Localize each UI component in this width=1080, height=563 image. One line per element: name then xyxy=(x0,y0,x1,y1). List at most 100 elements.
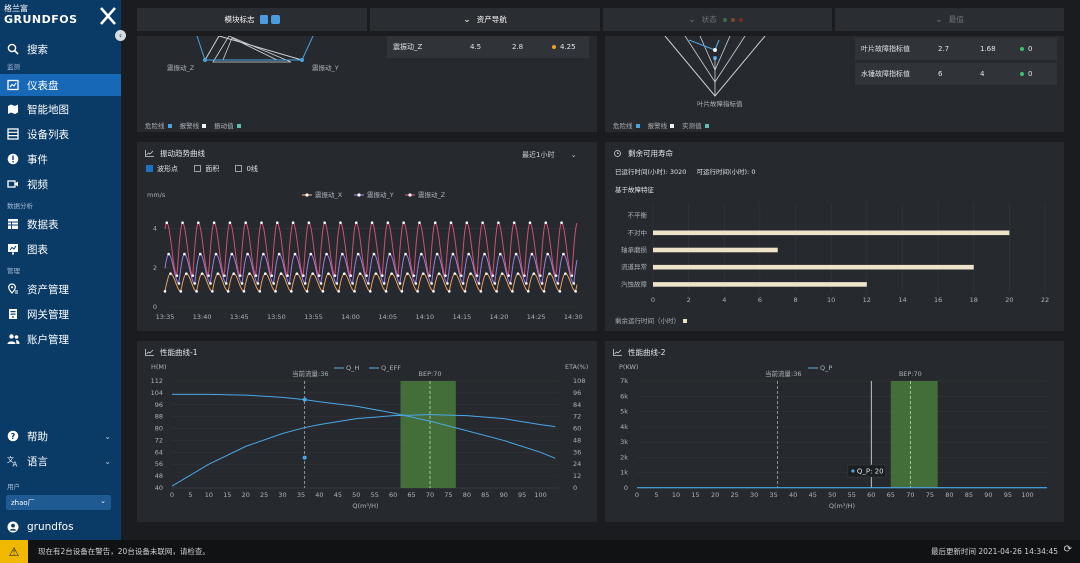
sidebar-item-smartmap[interactable]: 智能地图 xyxy=(0,98,121,120)
data-point xyxy=(449,221,453,225)
sidebar-item-label: 智能地图 xyxy=(27,103,69,116)
time-range-value: 最近1小时 xyxy=(522,151,555,159)
data-point xyxy=(354,221,358,225)
sidebar-item-devicelist[interactable]: 设备列表 xyxy=(0,123,121,145)
y-tick-label-left: 112 xyxy=(151,377,163,385)
x-tick-label: 13:35 xyxy=(156,313,175,321)
legend-swatch xyxy=(670,124,675,128)
sidebar-item-datatable[interactable]: 数据表 xyxy=(0,213,121,235)
sidebar-item-dashboard[interactable]: 仪表盘 xyxy=(0,74,121,96)
data-point xyxy=(163,290,167,293)
x-tick-label: 40 xyxy=(315,491,323,499)
y-tick-label-right: 12 xyxy=(573,472,581,480)
x-tick-label: 90 xyxy=(984,491,992,499)
runtime-info: 已运行时间(小时): 3020 可运行时间(小时): 0 xyxy=(615,166,755,176)
tab-label: 状态 xyxy=(701,15,717,24)
option-area[interactable]: 面积 xyxy=(194,165,219,173)
sidebar-item-label: 图表 xyxy=(27,243,48,256)
sidebar-item-label: 数据表 xyxy=(27,218,59,231)
data-point xyxy=(398,282,402,285)
y-tick-label-right: 108 xyxy=(573,377,585,385)
table-row: 水锤故障指标值 6 4 0 xyxy=(855,63,1057,85)
x-tick-label: 80 xyxy=(945,491,953,499)
data-point xyxy=(416,290,419,293)
x-tick-label: 65 xyxy=(887,491,895,499)
vibration-trend-chart: mm/s 震振动_X 震振动_Y 震振动_Z 0 2 4 13:35 13:40 13:45 13:… xyxy=(147,190,583,321)
chevron-down-icon: ⌄ xyxy=(100,497,106,505)
data-point xyxy=(546,252,549,256)
tab-extreme[interactable]: ⌄ 最值 xyxy=(835,8,1064,31)
table-row: 震振动_Z 4.5 2.8 4.25 xyxy=(387,36,589,58)
sidebar-item-events[interactable]: 事件 xyxy=(0,148,121,170)
radar-label: 叶片故障指标值 xyxy=(697,99,743,108)
data-point xyxy=(307,221,311,225)
data-point xyxy=(406,272,409,275)
data-point xyxy=(461,282,465,285)
x-tick-label: 15 xyxy=(223,491,231,499)
tab-asset-nav[interactable]: ⌄ 资产导航 xyxy=(370,8,600,31)
x-tick-label: 14:30 xyxy=(564,313,583,321)
panel-vibration-trend: 振动趋势曲线 最近1小时 ⌄ 波形点 面积 0线 mm/s 震振动_X 震振动_Y 震… xyxy=(137,142,597,331)
x-tick-label: 4 xyxy=(722,296,726,304)
refresh-icon[interactable]: ⟳ xyxy=(1063,544,1072,555)
sidebar-item-account-mgmt[interactable]: 账户管理 xyxy=(0,328,121,350)
data-point xyxy=(277,252,281,256)
radar-chart-left: 震振动_Z 震振动_Y xyxy=(167,36,339,72)
data-point xyxy=(317,274,321,277)
collapse-sidebar-button[interactable]: ‹ xyxy=(115,30,126,41)
sidebar-item-help[interactable]: ? 帮助 ⌄ xyxy=(0,425,121,447)
data-point xyxy=(179,290,183,293)
data-point xyxy=(254,274,258,277)
chevron-down-icon: ⌄ xyxy=(104,431,111,441)
x-tick-label: 95 xyxy=(518,491,526,499)
y-tick-label-right: 60 xyxy=(573,425,581,433)
basis-label: 基于故障特征 xyxy=(615,186,654,194)
x-tick-label: 100 xyxy=(1021,491,1033,499)
checkbox-checked[interactable] xyxy=(146,165,153,172)
checkbox[interactable] xyxy=(235,165,243,172)
data-point xyxy=(558,290,562,293)
data-point xyxy=(396,274,400,277)
data-point xyxy=(528,221,532,225)
data-point xyxy=(246,252,249,256)
user-profile[interactable]: grundfos xyxy=(0,516,121,538)
y-tick-label-left: 0 xyxy=(624,484,628,492)
data-point xyxy=(481,221,484,225)
gateway-icon xyxy=(6,307,20,321)
sidebar-item-asset-mgmt[interactable]: 资产管理 xyxy=(0,278,121,300)
legend-value: 实测值 xyxy=(682,122,702,130)
chevron-down-icon: ⌄ xyxy=(463,14,471,25)
tab-module-flag[interactable]: 模块标志 xyxy=(137,8,367,31)
data-point xyxy=(477,282,481,285)
data-point xyxy=(516,272,520,275)
data-point xyxy=(500,272,504,275)
time-range-select[interactable]: 最近1小时 ⌄ xyxy=(522,150,577,160)
legend-label: Q_H xyxy=(346,364,359,372)
data-point xyxy=(258,290,262,293)
data-point xyxy=(197,221,200,225)
factory-select[interactable]: zhao厂 ⌄ xyxy=(6,495,111,510)
data-point xyxy=(305,290,309,293)
checkbox[interactable] xyxy=(194,165,202,172)
option-zero[interactable]: 0线 xyxy=(235,165,258,173)
x-tick-label: 45 xyxy=(809,491,817,499)
data-point xyxy=(325,252,328,256)
option-dots[interactable]: 波形点 xyxy=(146,165,178,173)
data-point xyxy=(548,272,551,275)
data-point xyxy=(542,290,546,293)
x-tick-label: 14:20 xyxy=(490,313,509,321)
option-label: 面积 xyxy=(205,165,220,173)
sidebar-item-video[interactable]: 视频 xyxy=(0,173,121,195)
grundfos-x-icon xyxy=(100,7,116,25)
y-left-unit: H(M) xyxy=(151,363,167,371)
sidebar-item-charts[interactable]: 图表 xyxy=(0,238,121,260)
sidebar-item-search[interactable]: 搜索 xyxy=(0,38,121,60)
sidebar-item-gateway-mgmt[interactable]: 网关管理 xyxy=(0,303,121,325)
grundfos-logo[interactable]: 格兰富 GRUNDFOS xyxy=(4,4,116,28)
tab-status[interactable]: ⌄ 状态 xyxy=(603,8,832,31)
warning-icon: ⚠ xyxy=(0,540,28,563)
x-tick-label: 25 xyxy=(730,491,738,499)
bep-band xyxy=(400,381,456,488)
